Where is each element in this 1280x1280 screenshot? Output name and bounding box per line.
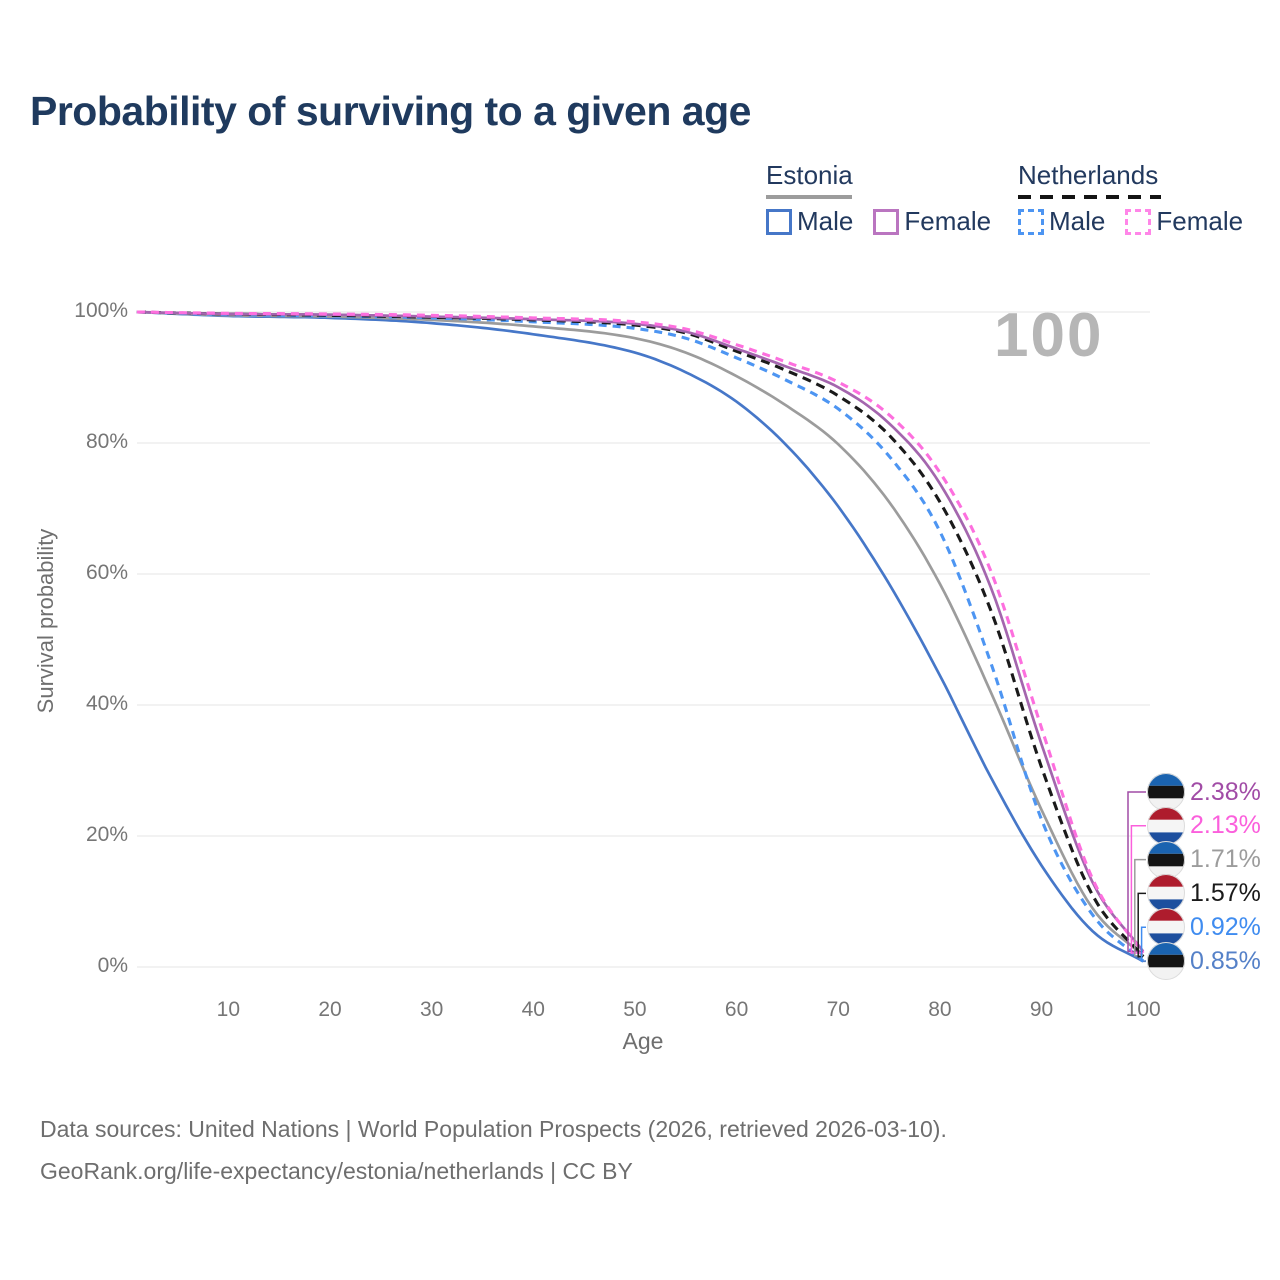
legend-item-estonia-female: Female [873,206,991,237]
end-label-value: 1.71% [1190,845,1261,874]
curve-estonia-both-sexes [136,310,1145,957]
legend-item-netherlands-female: Female [1125,206,1243,237]
page-title: Probability of surviving to a given age [30,88,751,134]
y-tick-0: 0% [97,954,128,977]
x-tick-30: 30 [419,998,444,1021]
legend-label-netherlands-female: Female [1156,206,1244,236]
end-label-value: 1.57% [1190,878,1261,907]
estonia-flag-icon [1147,840,1185,879]
x-tick-50: 50 [623,998,647,1021]
x-tick-10: 10 [216,998,241,1021]
x-tick-80: 80 [928,998,952,1021]
end-label-value: 0.92% [1190,912,1261,941]
end-label-netherlands-male: 0.92% [1147,908,1261,947]
legend-label-estonia-male: Male [797,206,854,236]
legend-group-title-estonia: Estonia [766,160,853,190]
legend-swatch-estonia-male [766,208,792,235]
legend-swatch-netherlands-female [1125,208,1152,235]
y-tick-100: 100% [74,299,128,322]
end-label-connector-netherlands-female [1130,825,1146,954]
netherlands-flag-icon [1147,806,1185,845]
end-label-estonia-both-sexes: 1.71% [1147,840,1261,879]
legend-label-estonia-female: Female [904,206,992,236]
y-axis-title: Survival probability [33,528,58,714]
age-watermark: 100 [994,301,1104,370]
legend-underline-netherlands [1018,195,1161,199]
curve-netherlands-both-sexes [136,310,1145,958]
x-tick-90: 90 [1029,998,1054,1021]
x-tick-70: 70 [826,998,850,1021]
footer-attribution: GeoRank.org/life-expectancy/estonia/neth… [40,1158,633,1184]
curve-estonia-female [136,310,1145,953]
end-label-connector-estonia-female [1127,791,1146,953]
curve-estonia-male [136,310,1144,963]
end-label-connector-netherlands-male [1140,926,1146,962]
x-tick-100: 100 [1125,998,1161,1021]
end-label-estonia-male: 0.85% [1147,942,1261,980]
legend-swatch-estonia-female [873,208,900,235]
x-tick-60: 60 [724,998,749,1021]
end-label-estonia-female: 2.38% [1147,773,1261,811]
y-tick-40: 40% [85,692,128,715]
end-label-value: 0.85% [1190,946,1261,975]
estonia-flag-icon [1147,773,1185,811]
footer: Data sources: United Nations | World Pop… [40,1108,947,1192]
end-label-connector-netherlands-both-sexes [1137,892,1146,958]
y-tick-80: 80% [85,430,128,453]
curve-netherlands-female [136,310,1145,954]
netherlands-flag-icon [1147,908,1185,947]
x-tick-40: 40 [521,998,545,1021]
netherlands-flag-icon [1147,874,1185,913]
legend-label-netherlands-male: Male [1049,206,1106,236]
gridlines [137,311,1150,968]
x-axis-title: Age [622,1028,664,1054]
end-label-netherlands-both-sexes: 1.57% [1147,874,1261,913]
legend-group-netherlands: Netherlands Male Female [1018,160,1243,237]
estonia-flag-icon [1147,942,1185,980]
curve-netherlands-male [136,310,1145,963]
y-tick-60: 60% [85,561,128,584]
legend-group-title-netherlands: Netherlands [1018,160,1159,190]
legend-underline-estonia [766,195,852,199]
legend-item-estonia-male: Male [766,206,853,237]
footer-data-sources: Data sources: United Nations | World Pop… [40,1116,947,1142]
end-label-netherlands-female: 2.13% [1147,806,1261,845]
y-tick-20: 20% [85,823,128,846]
legend-group-estonia: Estonia Male Female [766,160,991,237]
end-label-value: 2.13% [1190,811,1261,840]
end-label-connector-estonia-both-sexes [1134,858,1146,957]
x-tick-20: 20 [318,998,342,1021]
end-label-value: 2.38% [1190,777,1261,806]
legend-swatch-netherlands-male [1018,208,1044,235]
legend-item-netherlands-male: Male [1018,206,1105,237]
